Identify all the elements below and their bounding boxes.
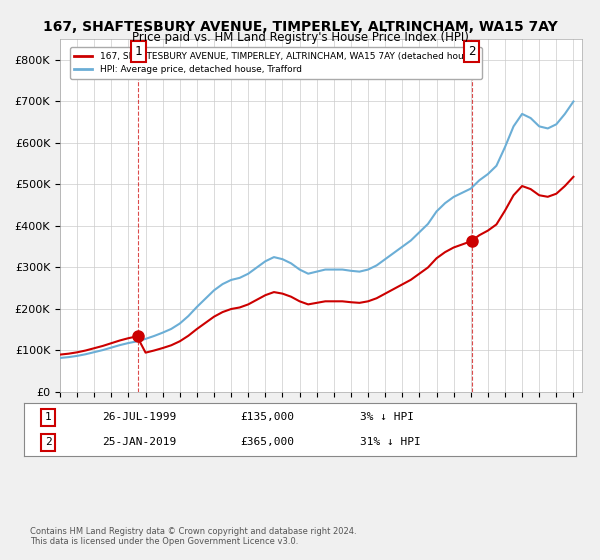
Text: 1: 1 [134,45,142,58]
Text: 3% ↓ HPI: 3% ↓ HPI [360,412,414,422]
Text: 2: 2 [44,437,52,447]
Text: £365,000: £365,000 [240,437,294,447]
Text: Contains HM Land Registry data © Crown copyright and database right 2024.
This d: Contains HM Land Registry data © Crown c… [30,526,356,546]
Text: 26-JUL-1999: 26-JUL-1999 [102,412,176,422]
Text: £135,000: £135,000 [240,412,294,422]
Text: 167, SHAFTESBURY AVENUE, TIMPERLEY, ALTRINCHAM, WA15 7AY: 167, SHAFTESBURY AVENUE, TIMPERLEY, ALTR… [43,20,557,34]
Legend: 167, SHAFTESBURY AVENUE, TIMPERLEY, ALTRINCHAM, WA15 7AY (detached house), HPI: : 167, SHAFTESBURY AVENUE, TIMPERLEY, ALTR… [70,47,482,79]
Text: 1: 1 [44,412,52,422]
Text: Price paid vs. HM Land Registry's House Price Index (HPI): Price paid vs. HM Land Registry's House … [131,31,469,44]
Text: 31% ↓ HPI: 31% ↓ HPI [360,437,421,447]
Text: 25-JAN-2019: 25-JAN-2019 [102,437,176,447]
Text: 2: 2 [468,45,476,58]
